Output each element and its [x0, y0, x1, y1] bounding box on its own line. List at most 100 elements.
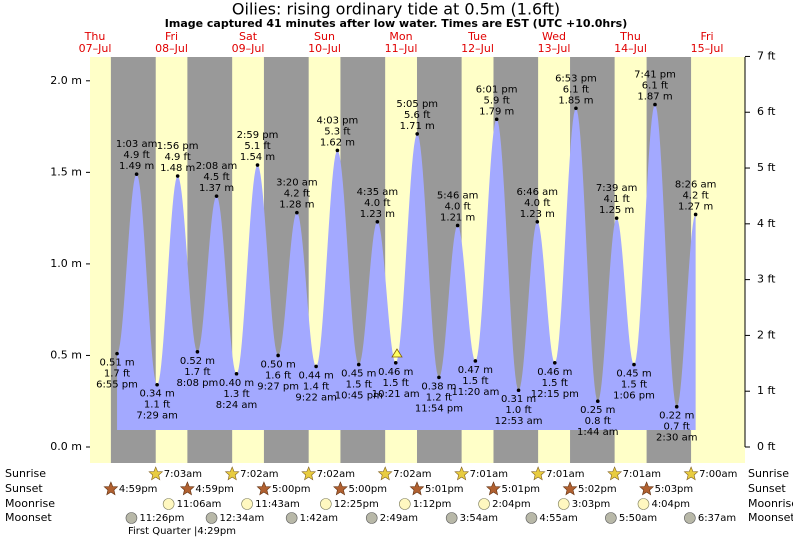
tide-label: 1.3 ft	[223, 389, 249, 400]
tide-label: 5:46 am	[437, 190, 479, 201]
tide-label: 1.54 m	[240, 152, 275, 163]
sunrise-icon	[148, 466, 164, 481]
sunset-time: 5:02pm	[578, 484, 617, 495]
moonset-icon	[445, 512, 458, 524]
day-label: Thu	[619, 30, 641, 43]
tide-point	[516, 388, 521, 393]
moonrise-icon	[399, 498, 411, 510]
sunrise-icon	[301, 466, 317, 481]
row-label: Moonrise	[5, 497, 55, 510]
tide-label: 1:56 pm	[157, 141, 199, 152]
tide-label: 1.79 m	[479, 106, 514, 117]
tide-label: 1.85 m	[558, 95, 593, 106]
day-label: Sat	[239, 30, 258, 43]
tide-label: 0.46 m	[537, 367, 572, 378]
tide-point	[255, 163, 260, 167]
tide-label: 11:20 am	[451, 387, 499, 398]
tide-label: 4.9 ft	[123, 150, 149, 161]
moonset-icon	[605, 512, 617, 524]
y2-tick-label: 7 ft	[757, 49, 776, 62]
row-label: Sunrise	[748, 467, 789, 480]
tide-label: 6:01 pm	[476, 84, 518, 95]
tide-point	[155, 382, 159, 387]
tide-point	[473, 359, 478, 363]
row-label: Moonrise	[748, 497, 793, 510]
sunrise-time: 7:02am	[240, 469, 278, 480]
tide-label: 1.48 m	[160, 163, 195, 174]
date-label: 10–Jul	[308, 42, 341, 55]
sunset-time: 4:59pm	[195, 484, 234, 495]
moonset-time: 3:54am	[460, 513, 498, 524]
tide-point	[175, 174, 180, 178]
day-label: Wed	[542, 30, 566, 43]
date-label: 09–Jul	[232, 42, 265, 55]
tide-label: 4.0 ft	[524, 198, 550, 209]
now-marker	[391, 348, 403, 358]
tide-point	[614, 216, 619, 220]
date-label: 08–Jul	[155, 42, 188, 55]
date-label: 11–Jul	[385, 42, 418, 55]
tide-point	[595, 399, 600, 404]
sunrise-icon	[224, 466, 240, 481]
tide-point	[437, 375, 441, 380]
moonrise-time: 3:03pm	[572, 499, 611, 510]
tide-label: 0.51 m	[99, 358, 134, 369]
date-label: 14–Jul	[614, 42, 647, 55]
tide-label: 1.62 m	[320, 137, 355, 148]
tide-label: 5.1 ft	[244, 141, 270, 152]
tide-layer	[117, 104, 696, 431]
tide-label: 0.8 ft	[585, 416, 611, 427]
tide-label: 0.25 m	[580, 405, 615, 416]
moonset-icon	[525, 512, 538, 524]
row-label: Sunrise	[5, 467, 46, 480]
tide-label: 4.0 ft	[364, 198, 390, 209]
y2-tick-label: 5 ft	[757, 161, 776, 174]
y-tick-label: 0.0 m	[50, 440, 82, 453]
tide-point	[295, 210, 299, 215]
tide-point	[335, 148, 340, 153]
sunrise-icon	[607, 466, 623, 481]
sunrise-icon	[530, 466, 546, 481]
tide-label: 4.0 ft	[444, 201, 470, 212]
moonrise-time: 1:12pm	[413, 499, 452, 510]
moonset-time: 1:42am	[300, 513, 338, 524]
tide-point	[214, 194, 219, 198]
tide-label: 4.9 ft	[164, 152, 190, 163]
row-label: Sunset	[748, 482, 786, 495]
moonset-icon	[285, 512, 298, 524]
tide-area	[117, 104, 696, 431]
moonset-icon	[365, 512, 378, 524]
tide-point	[415, 132, 420, 136]
sunrise-icon	[454, 466, 470, 481]
tide-point	[552, 360, 557, 365]
tide-label: 4.1 ft	[603, 194, 629, 205]
moonset-time: 4:55am	[539, 513, 577, 524]
sunset-icon	[333, 481, 348, 496]
moonset-icon	[125, 512, 138, 524]
moonset-time: 5:50am	[619, 513, 657, 524]
tide-label: 6:46 am	[517, 187, 559, 198]
tide-label: 9:27 pm	[257, 381, 299, 392]
row-label: Moonset	[748, 511, 793, 524]
tide-label: 4.5 ft	[203, 172, 229, 183]
tide-point	[393, 360, 398, 365]
moonrise-time: 12:25pm	[334, 499, 379, 510]
moonset-time: 11:26pm	[139, 513, 184, 524]
moonset-time: 6:37am	[698, 513, 736, 524]
tide-point	[632, 362, 636, 367]
tide-label: 1.5 ft	[621, 380, 647, 391]
tide-label: 6:53 pm	[555, 73, 597, 84]
tide-label: 0.31 m	[501, 394, 536, 405]
moonset-time: 12:34am	[220, 513, 265, 524]
day-label: Tue	[467, 30, 487, 43]
day-label: Mon	[389, 30, 412, 43]
moonrise-icon	[478, 498, 490, 510]
tide-label: 8:08 pm	[177, 378, 219, 389]
tide-label: 1.5 ft	[542, 378, 568, 389]
sunrise-time: 7:01am	[623, 469, 661, 480]
sunset-time: 4:59pm	[119, 484, 158, 495]
moonset-time: 2:49am	[380, 513, 418, 524]
day-label: Fri	[165, 30, 178, 43]
tide-label: 5.6 ft	[404, 110, 430, 121]
